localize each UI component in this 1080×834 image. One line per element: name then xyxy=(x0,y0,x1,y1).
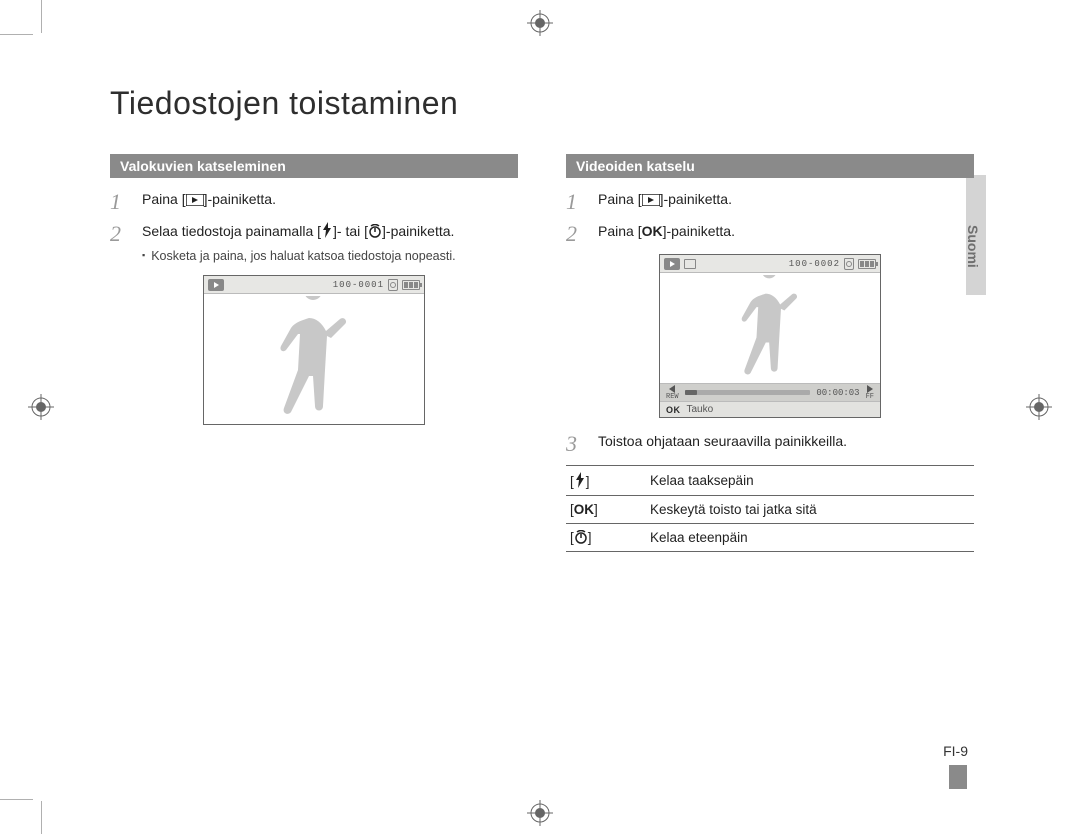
vid-step-3: 3 Toistoa ohjataan seuraavilla painikkei… xyxy=(566,432,974,456)
registration-mark-icon xyxy=(527,10,553,36)
rewind-icon xyxy=(669,385,675,393)
table-row: [] Kelaa taaksepäin xyxy=(566,465,974,495)
pause-label: Tauko xyxy=(687,404,714,415)
ok-button-cell: [OK] xyxy=(566,495,646,523)
page-title: Tiedostojen toistaminen xyxy=(110,85,990,122)
video-counter: 100-0002 xyxy=(789,259,840,269)
photo-silhouette xyxy=(204,294,424,424)
photo-counter: 100-0001 xyxy=(333,280,384,290)
page-number-bar xyxy=(949,765,967,789)
battery-icon xyxy=(858,259,876,269)
play-icon xyxy=(186,194,204,206)
table-row: [OK] Keskeytä toisto tai jatka sitä xyxy=(566,495,974,523)
video-silhouette xyxy=(660,273,880,383)
registration-mark-icon xyxy=(28,394,54,420)
button-table: [] Kelaa taaksepäin [OK] Keskeytä toisto… xyxy=(566,465,974,552)
page-number: FI-9 xyxy=(943,743,968,759)
page-content: Tiedostojen toistaminen Valokuvien katse… xyxy=(110,85,990,775)
video-mode-icon xyxy=(684,259,696,269)
registration-mark-icon xyxy=(527,800,553,826)
timer-icon xyxy=(368,224,382,238)
memory-icon xyxy=(844,258,854,270)
flash-button-cell: [] xyxy=(566,465,646,495)
registration-mark-icon xyxy=(1026,394,1052,420)
video-time: 00:00:03 xyxy=(816,388,859,398)
section-header-photos: Valokuvien katseleminen xyxy=(110,154,518,178)
section-header-videos: Videoiden katselu xyxy=(566,154,974,178)
flash-icon xyxy=(574,472,586,488)
column-videos: Videoiden katselu 1 Paina []-painiketta.… xyxy=(566,154,974,552)
memory-icon xyxy=(388,279,398,291)
video-preview-screen: 100-0002 REW 00:00:03 F xyxy=(659,254,881,418)
photo-status-bar: 100-0001 xyxy=(204,276,424,294)
step-1: 1 Paina []-painiketta. xyxy=(110,190,518,214)
ok-desc: Keskeytä toisto tai jatka sitä xyxy=(646,495,974,523)
video-progress-bar: REW 00:00:03 FF xyxy=(660,383,880,401)
step-2-note: ▪ Kosketa ja paina, jos haluat katsoa ti… xyxy=(142,248,518,266)
vid-step-2: 2 Paina [OK]-painiketta. xyxy=(566,222,974,246)
ok-icon: OK xyxy=(642,223,663,239)
flash-desc: Kelaa taaksepäin xyxy=(646,465,974,495)
battery-icon xyxy=(402,280,420,290)
timer-desc: Kelaa eteenpäin xyxy=(646,523,974,551)
playback-mode-icon xyxy=(664,258,680,270)
column-photos: Valokuvien katseleminen 1 Paina []-paini… xyxy=(110,154,518,552)
playback-mode-icon xyxy=(208,279,224,291)
video-ok-bar: OK Tauko xyxy=(660,401,880,417)
forward-icon xyxy=(867,385,873,393)
flash-icon xyxy=(321,222,333,238)
video-status-bar: 100-0002 xyxy=(660,255,880,273)
step-2: 2 Selaa tiedostoja painamalla []- tai []… xyxy=(110,222,518,265)
table-row: [] Kelaa eteenpäin xyxy=(566,523,974,551)
photo-preview-screen: 100-0001 xyxy=(203,275,425,425)
play-icon xyxy=(642,194,660,206)
timer-button-cell: [] xyxy=(566,523,646,551)
vid-step-1: 1 Paina []-painiketta. xyxy=(566,190,974,214)
ok-label: OK xyxy=(666,405,681,415)
timer-icon xyxy=(574,530,588,544)
